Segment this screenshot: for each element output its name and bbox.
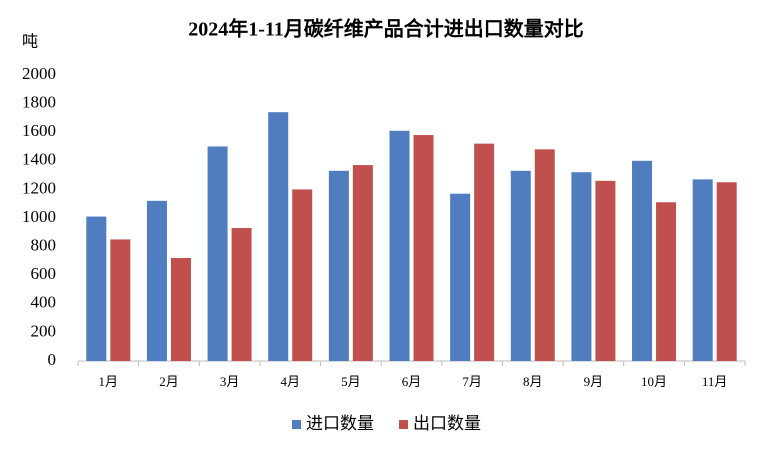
bar [571,172,592,361]
x-tick-label: 4月 [280,374,300,389]
y-tick-label: 200 [31,321,57,340]
x-tick-label: 5月 [341,374,361,389]
bar [292,189,313,361]
x-tick-label: 2月 [159,374,179,389]
bar [474,143,495,361]
bar [510,170,531,361]
y-tick-label: 800 [31,236,57,255]
x-tick-label: 1月 [99,374,119,389]
y-tick-label: 1600 [22,121,56,140]
y-tick-label: 2000 [22,64,56,83]
bar [716,182,737,361]
bar [86,216,107,361]
y-tick-label: 1200 [22,178,56,197]
x-tick-label: 9月 [584,374,604,389]
bar [268,112,289,362]
y-axis-label: 吨 [22,33,38,51]
y-tick-label: 1800 [22,93,56,112]
y-tick-label: 600 [31,264,57,283]
x-tick-label: 3月 [220,374,240,389]
legend-label: 出口数量 [413,414,481,433]
bar [632,160,653,361]
bar [352,165,373,361]
bar [450,193,471,361]
legend-swatch [399,420,408,429]
bar [146,200,167,361]
y-tick-label: 0 [48,350,57,369]
x-tick-label: 7月 [462,374,482,389]
x-tick-label: 11月 [702,374,728,389]
bar [170,258,191,361]
x-tick-label: 8月 [523,374,543,389]
bar [207,146,228,361]
bar [328,170,349,361]
y-tick-label: 1400 [22,150,56,169]
bar [231,228,252,361]
bar [413,135,434,361]
bar [656,202,677,361]
y-tick-label: 400 [31,293,57,312]
legend-label: 进口数量 [306,414,374,433]
bar [110,239,131,361]
bar [692,179,713,361]
bar [534,149,555,361]
y-tick-label: 1000 [22,207,56,226]
x-tick-label: 10月 [641,374,667,389]
x-tick-label: 6月 [402,374,422,389]
bar [595,180,616,361]
legend-swatch [292,420,301,429]
bar [389,130,410,361]
chart-title: 2024年1-11月碳纤维产品合计进出口数量对比 [188,17,584,41]
